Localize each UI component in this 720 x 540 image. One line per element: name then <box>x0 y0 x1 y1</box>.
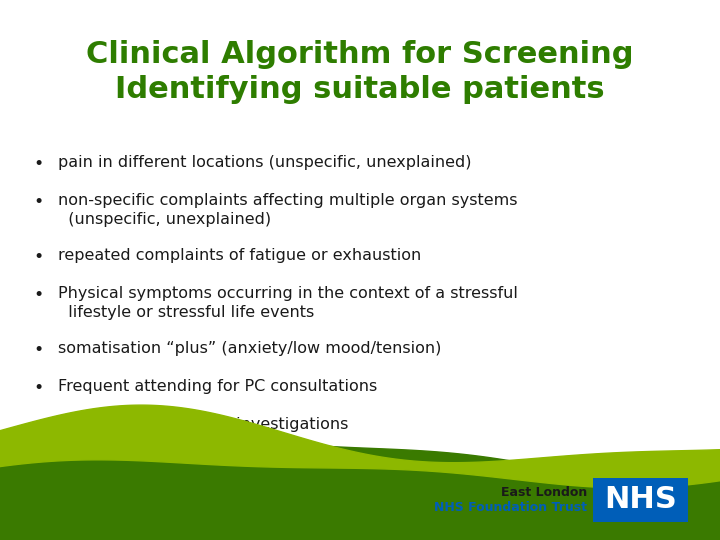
Text: •: • <box>33 193 43 211</box>
Text: Frequent attending for PC consultations: Frequent attending for PC consultations <box>58 379 377 394</box>
Text: •: • <box>33 248 43 266</box>
Text: pain in different locations (unspecific, unexplained): pain in different locations (unspecific,… <box>58 155 472 170</box>
Text: •: • <box>33 341 43 359</box>
Text: •: • <box>33 379 43 397</box>
Text: •: • <box>33 155 43 173</box>
FancyBboxPatch shape <box>593 478 688 522</box>
Text: Physical symptoms occurring in the context of a stressful
  lifestyle or stressf: Physical symptoms occurring in the conte… <box>58 286 518 320</box>
Text: •: • <box>33 417 43 435</box>
Text: somatisation “plus” (anxiety/low mood/tension): somatisation “plus” (anxiety/low mood/te… <box>58 341 441 356</box>
Text: NHS: NHS <box>604 485 677 515</box>
Text: Clinical Algorithm for Screening
Identifying suitable patients: Clinical Algorithm for Screening Identif… <box>86 40 634 104</box>
Text: repeated complaints of fatigue or exhaustion: repeated complaints of fatigue or exhaus… <box>58 248 421 263</box>
Text: East London: East London <box>500 486 587 499</box>
Text: NHS Foundation Trust: NHS Foundation Trust <box>434 501 587 514</box>
Text: non-specific complaints affecting multiple organ systems
  (unspecific, unexplai: non-specific complaints affecting multip… <box>58 193 518 227</box>
Text: •: • <box>33 286 43 304</box>
Text: Frequent requests for investigations: Frequent requests for investigations <box>58 417 348 432</box>
